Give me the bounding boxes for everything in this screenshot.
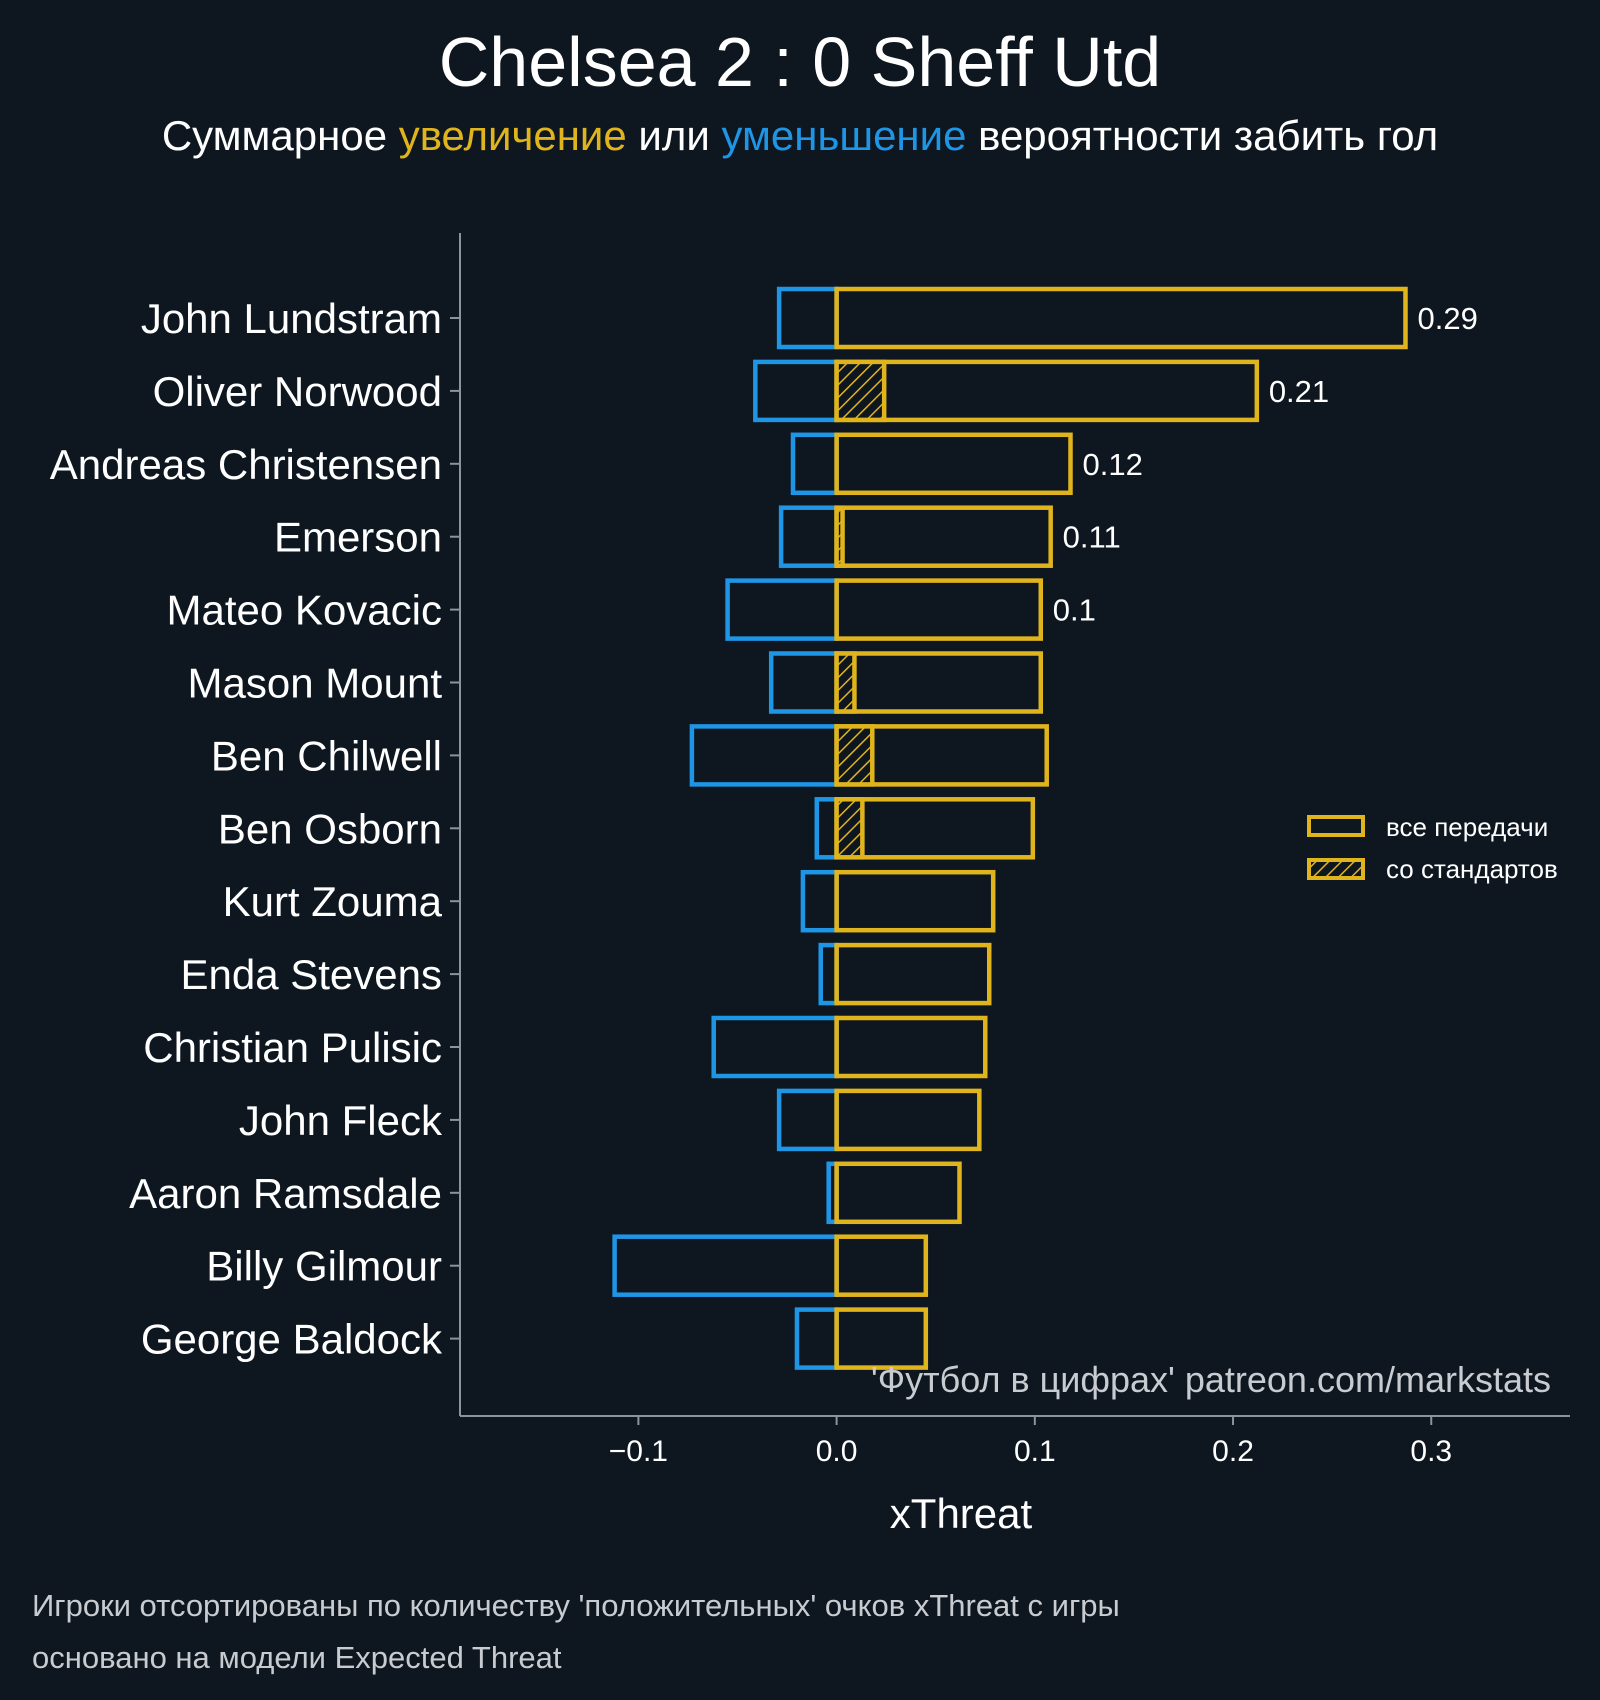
set-piece-bar: [834, 651, 857, 714]
subtitle-part: или: [626, 112, 722, 159]
x-tick-label: 0.3: [1410, 1435, 1452, 1468]
negative-bar: [814, 797, 839, 860]
player-label: Mason Mount: [188, 660, 443, 707]
positive-bar: [834, 797, 1036, 860]
x-tick-label: −0.1: [609, 1435, 668, 1468]
player-label: Oliver Norwood: [153, 368, 442, 415]
positive-bar: [834, 1234, 929, 1297]
subtitle-part: Суммарное: [161, 112, 399, 159]
positive-bar: [834, 869, 996, 933]
legend-swatch-set-pieces: [1307, 858, 1365, 880]
negative-bar: [778, 505, 839, 568]
set-piece-bar: [834, 359, 887, 423]
negative-bar: [776, 1088, 839, 1152]
player-label: Emerson: [274, 514, 442, 561]
player-label: Billy Gilmour: [206, 1243, 442, 1290]
labels: −0.1 0.0 0.1 0.2 0.3 John Lundstram 0.29 Oliver…: [50, 295, 1478, 1468]
negative-bar: [753, 359, 839, 423]
subtitle-decrease-word: уменьшение: [721, 112, 967, 159]
x-tick-label: 0.1: [1014, 1435, 1056, 1468]
legend-swatch-all-passes: [1307, 815, 1365, 837]
negative-bar: [612, 1234, 839, 1297]
player-label: George Baldock: [141, 1316, 443, 1363]
positive-bar: [834, 1015, 988, 1079]
legend-label-set-pieces: со стандартов: [1386, 854, 1558, 884]
watermark-text: 'Футбол в цифрах' patreon.com/markstats: [871, 1359, 1551, 1400]
subtitle-part: вероятности забить гол: [966, 112, 1439, 159]
player-label: Ben Chilwell: [211, 732, 442, 779]
negative-bar: [818, 942, 839, 1006]
negative-bar: [768, 651, 839, 714]
value-label: 0.29: [1417, 301, 1477, 336]
subtitle-increase-word: увеличение: [398, 112, 627, 159]
negative-bar: [711, 1015, 839, 1079]
player-label: John Lundstram: [141, 295, 442, 342]
positive-bar: [834, 359, 1260, 423]
positive-bar: [834, 578, 1044, 641]
legend: все передачи со стандартов: [1307, 812, 1558, 884]
axes: [450, 233, 1570, 1425]
negative-bar: [725, 578, 839, 641]
player-label: Ben Osborn: [218, 805, 442, 852]
player-label: Christian Pulisic: [143, 1024, 442, 1071]
legend-label-all-passes: все передачи: [1386, 812, 1548, 842]
footnote-line: Игроки отсортированы по количеству 'поло…: [32, 1588, 1120, 1623]
set-piece-bar: [834, 797, 865, 860]
x-tick-label: 0.0: [816, 1435, 858, 1468]
value-label: 0.21: [1269, 374, 1329, 409]
player-label: Aaron Ramsdale: [129, 1170, 442, 1217]
value-label: 0.12: [1083, 447, 1143, 482]
footnotes: Игроки отсортированы по количеству 'поло…: [32, 1580, 1120, 1684]
value-label: 0.1: [1053, 593, 1096, 628]
positive-bar: [834, 1161, 962, 1225]
negative-bar: [800, 869, 839, 933]
set-piece-bar: [834, 505, 845, 568]
x-tick-label: 0.2: [1212, 1435, 1254, 1468]
positive-bar: [834, 1307, 929, 1370]
positive-bar: [834, 505, 1053, 568]
chart-subtitle: Суммарное увеличение или уменьшение веро…: [0, 112, 1600, 160]
set-piece-bar: [834, 724, 875, 787]
value-label: 0.11: [1063, 520, 1121, 555]
chart-title: Chelsea 2 : 0 Sheff Utd: [438, 23, 1162, 101]
positive-bar: [834, 942, 992, 1006]
negative-bar: [776, 286, 839, 350]
player-label: John Fleck: [239, 1097, 443, 1144]
player-label: Andreas Christensen: [50, 441, 442, 488]
negative-bar: [790, 432, 839, 496]
positive-bar: [834, 651, 1044, 714]
player-label: Enda Stevens: [180, 951, 442, 998]
negative-bar: [794, 1307, 839, 1370]
player-label: Mateo Kovacic: [167, 587, 442, 634]
footnote-line: основано на модели Expected Threat: [32, 1640, 562, 1675]
positive-bar: [834, 286, 1408, 350]
bars: [612, 286, 1408, 1370]
x-axis-label: xThreat: [890, 1490, 1033, 1537]
positive-bar: [834, 432, 1073, 496]
player-label: Kurt Zouma: [223, 878, 443, 925]
positive-bar: [834, 1088, 982, 1152]
negative-bar: [689, 724, 839, 787]
